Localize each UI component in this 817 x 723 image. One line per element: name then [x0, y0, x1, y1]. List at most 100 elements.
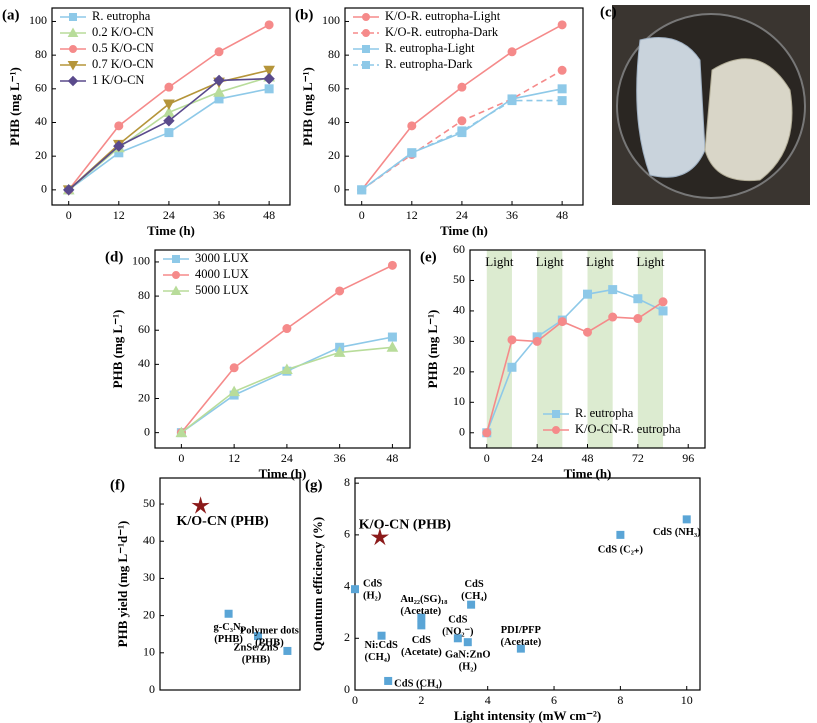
- y-tick-label: 0: [149, 682, 155, 696]
- marker: [67, 27, 79, 37]
- y-tick-label: 8: [344, 475, 350, 489]
- marker: [67, 61, 79, 71]
- legend-label: R. eutropha-Dark: [385, 57, 473, 71]
- x-tick-label: 24: [456, 208, 468, 222]
- point-label: (Acetate): [400, 606, 441, 617]
- legend-label: 0.7 K/O-CN: [92, 57, 154, 71]
- x-tick-label: 8: [617, 693, 623, 707]
- point-label: (Acetate): [500, 637, 541, 648]
- y-tick-label: 60: [453, 242, 465, 256]
- legend-label: 4000 LUX: [195, 267, 249, 281]
- x-axis-label: Light intensity (mW cm⁻²): [454, 708, 601, 723]
- marker: [283, 646, 292, 655]
- marker: [386, 341, 399, 352]
- y-tick-label: 0: [344, 682, 350, 696]
- marker: [263, 65, 275, 77]
- shaded-region: [637, 250, 664, 448]
- point-label: CdS (NH₃): [653, 527, 701, 538]
- marker: [224, 609, 233, 618]
- point-label: (PHB): [255, 637, 284, 648]
- marker: [417, 621, 426, 630]
- y-tick-label: 6: [344, 527, 350, 541]
- marker: [281, 363, 293, 374]
- panel-label: (g): [305, 477, 323, 493]
- point-label: (H₂): [363, 591, 382, 602]
- marker: [69, 13, 77, 21]
- panel-label: (e): [420, 249, 437, 265]
- legend-label: K/O-CN-R. eutropha: [575, 422, 681, 436]
- point-label: (CH₄): [461, 591, 487, 602]
- marker: [387, 260, 397, 270]
- marker: [362, 13, 370, 21]
- photo: [612, 5, 810, 205]
- marker: [507, 47, 517, 57]
- marker: [583, 327, 592, 337]
- legend-label: 0.2 K/O-CN: [92, 25, 154, 39]
- x-tick-label: 0: [352, 693, 358, 707]
- marker: [552, 410, 560, 418]
- point-label: (Acetate): [401, 647, 442, 658]
- x-tick-label: 12: [406, 208, 418, 222]
- y-tick-label: 20: [453, 364, 465, 378]
- x-tick-label: 48: [386, 451, 398, 465]
- marker: [453, 634, 462, 643]
- marker: [213, 74, 225, 87]
- marker: [191, 496, 210, 514]
- y-tick-label: 60: [328, 81, 340, 95]
- y-axis-label: PHB (mg L⁻¹): [110, 310, 125, 389]
- series-line: [180, 336, 393, 434]
- y-tick-label: 10: [143, 645, 155, 659]
- marker: [377, 631, 386, 640]
- y-tick-label: 0: [41, 182, 47, 196]
- point-label: ZnSe/ZnS: [234, 642, 279, 653]
- y-axis-label: PHB yield (mg L⁻¹d⁻¹): [115, 521, 130, 648]
- marker: [532, 336, 542, 346]
- plot-frame: [344, 7, 584, 206]
- marker: [62, 184, 75, 196]
- y-tick-label: 0: [144, 424, 150, 438]
- y-tick-label: 80: [35, 47, 47, 61]
- marker: [633, 294, 643, 304]
- marker: [163, 115, 175, 127]
- marker: [457, 126, 467, 136]
- y-tick-label: 100: [29, 13, 47, 27]
- y-axis-label: Quantum efficiency (%): [310, 517, 325, 651]
- point-label: PDI/PFP: [501, 625, 542, 636]
- marker: [362, 45, 370, 53]
- marker: [335, 286, 345, 296]
- shaded-region: [537, 250, 563, 448]
- x-tick-label: 0: [359, 208, 365, 222]
- x-axis-label: Time (h): [259, 466, 307, 481]
- y-tick-label: 20: [138, 390, 150, 404]
- x-tick-label: 36: [213, 208, 225, 222]
- marker: [608, 312, 618, 322]
- plot-frame: [154, 249, 411, 449]
- marker: [351, 585, 359, 594]
- x-tick-label: 72: [632, 451, 644, 465]
- marker: [682, 515, 691, 524]
- region-label: Light: [636, 254, 665, 269]
- y-tick-label: 40: [35, 114, 47, 128]
- y-tick-label: 30: [453, 333, 465, 347]
- y-tick-label: 20: [35, 148, 47, 162]
- point-label: CdS (CH₄): [394, 678, 442, 689]
- marker: [362, 29, 370, 37]
- marker: [362, 61, 370, 69]
- point-label: Au₂₂(SG)₁₈: [400, 594, 447, 605]
- x-tick-label: 24: [163, 208, 175, 222]
- x-tick-label: 2: [418, 693, 424, 707]
- x-tick-label: 10: [681, 693, 693, 707]
- marker: [507, 96, 517, 106]
- x-tick-label: 12: [228, 451, 240, 465]
- point-label: Ni:CdS: [365, 640, 398, 651]
- legend-label: R. eutropha-Light: [385, 41, 475, 55]
- x-tick-label: 48: [556, 208, 568, 222]
- point-label: g-C₃N₄: [213, 622, 244, 633]
- y-tick-label: 0: [334, 182, 340, 196]
- legend-label: K/O-R. eutropha-Dark: [385, 25, 499, 39]
- series-line: [180, 346, 393, 434]
- marker: [282, 324, 292, 334]
- x-tick-label: 24: [531, 451, 543, 465]
- region-label: Light: [536, 254, 565, 269]
- panel-label: (c): [600, 4, 617, 20]
